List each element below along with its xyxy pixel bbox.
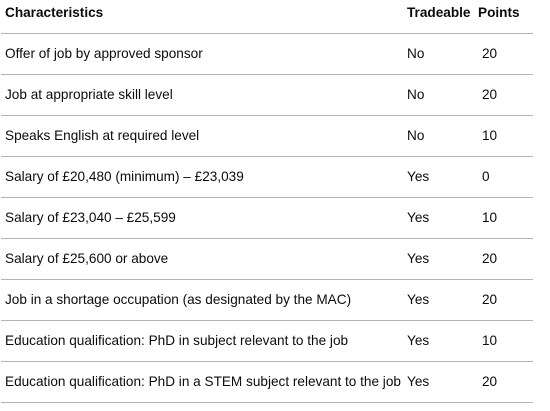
header-points: Points	[475, 0, 533, 34]
table-row: Offer of job by approved sponsor No 20	[1, 33, 533, 75]
cell-points: 10	[475, 197, 533, 239]
cell-points: 20	[475, 33, 533, 75]
table-row: Education qualification: PhD in a STEM s…	[1, 361, 533, 403]
cell-tradeable: No	[403, 33, 475, 75]
cell-points: 0	[475, 156, 533, 198]
cell-tradeable: No	[403, 74, 475, 116]
table-row: Job in a shortage occupation (as designa…	[1, 279, 533, 321]
cell-tradeable: Yes	[403, 320, 475, 362]
cell-characteristic: Job at appropriate skill level	[1, 74, 403, 116]
header-characteristics: Characteristics	[1, 0, 403, 34]
cell-characteristic: Speaks English at required level	[1, 115, 403, 157]
table-row: Job at appropriate skill level No 20	[1, 74, 533, 116]
table-header-row: Characteristics Tradeable Points	[1, 0, 533, 34]
cell-tradeable: Yes	[403, 238, 475, 280]
table-row: Salary of £25,600 or above Yes 20	[1, 238, 533, 280]
table-row: Salary of £20,480 (minimum) – £23,039 Ye…	[1, 156, 533, 198]
table-row: Education qualification: PhD in subject …	[1, 320, 533, 362]
points-table-container: Characteristics Tradeable Points Offer o…	[1, 0, 533, 403]
points-table: Characteristics Tradeable Points Offer o…	[1, 0, 533, 403]
cell-points: 10	[475, 115, 533, 157]
cell-characteristic: Offer of job by approved sponsor	[1, 33, 403, 75]
cell-points: 10	[475, 320, 533, 362]
cell-points: 20	[475, 361, 533, 403]
table-row: Speaks English at required level No 10	[1, 115, 533, 157]
cell-characteristic: Salary of £23,040 – £25,599	[1, 197, 403, 239]
cell-characteristic: Education qualification: PhD in a STEM s…	[1, 361, 403, 403]
cell-tradeable: No	[403, 115, 475, 157]
cell-points: 20	[475, 74, 533, 116]
cell-tradeable: Yes	[403, 156, 475, 198]
cell-characteristic: Education qualification: PhD in subject …	[1, 320, 403, 362]
cell-tradeable: Yes	[403, 197, 475, 239]
header-tradeable: Tradeable	[403, 0, 475, 34]
table-row: Salary of £23,040 – £25,599 Yes 10	[1, 197, 533, 239]
cell-points: 20	[475, 279, 533, 321]
cell-characteristic: Salary of £20,480 (minimum) – £23,039	[1, 156, 403, 198]
cell-characteristic: Salary of £25,600 or above	[1, 238, 403, 280]
cell-tradeable: Yes	[403, 279, 475, 321]
cell-characteristic: Job in a shortage occupation (as designa…	[1, 279, 403, 321]
cell-tradeable: Yes	[403, 361, 475, 403]
cell-points: 20	[475, 238, 533, 280]
